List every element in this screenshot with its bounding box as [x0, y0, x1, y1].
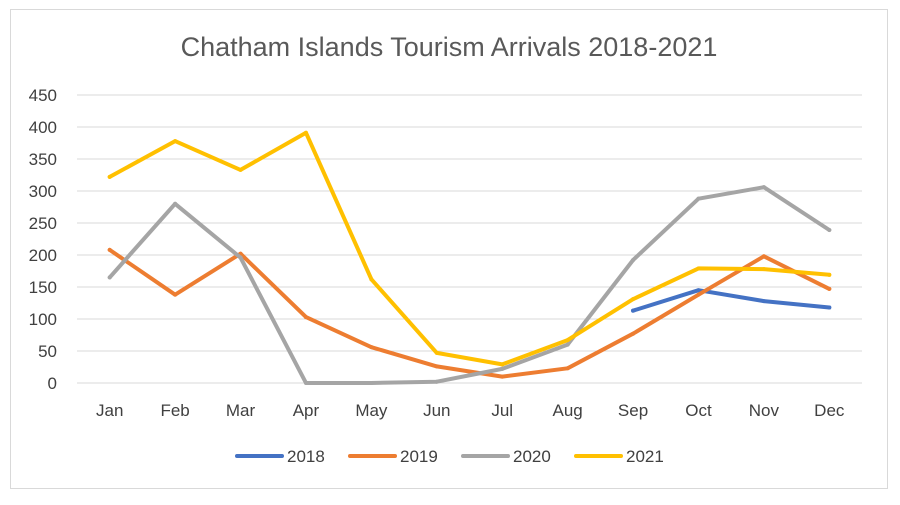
y-tick-label: 250	[29, 214, 57, 233]
data-point-2019-Apr	[303, 315, 308, 320]
legend-label: 2018	[287, 447, 325, 466]
y-tick-label: 200	[29, 246, 57, 265]
x-tick-label: Mar	[226, 401, 256, 420]
data-point-2020-Feb	[173, 201, 178, 206]
y-tick-label: 0	[48, 374, 57, 393]
x-tick-label: Jan	[96, 401, 123, 420]
data-point-2021-Jun	[434, 350, 439, 355]
series-lines	[107, 130, 832, 385]
y-tick-label: 450	[29, 86, 57, 105]
x-tick-label: Apr	[293, 401, 320, 420]
x-tick-label: Jun	[423, 401, 450, 420]
legend-label: 2021	[626, 447, 664, 466]
x-axis-ticks: Jan Feb Mar Apr May Jun Jul Aug Sep Oct Nov Dec	[96, 401, 845, 420]
data-point-2021-Aug	[565, 338, 570, 343]
data-point-2020-Jul	[500, 366, 505, 371]
y-tick-label: 50	[38, 342, 57, 361]
x-tick-label: Sep	[618, 401, 648, 420]
data-point-2020-Jan	[107, 275, 112, 280]
y-tick-label: 100	[29, 310, 57, 329]
x-tick-label: Feb	[160, 401, 189, 420]
data-point-2020-Oct	[696, 196, 701, 201]
data-point-2019-Dec	[827, 286, 832, 291]
series-line-2018	[631, 288, 832, 313]
x-tick-label: Oct	[685, 401, 712, 420]
data-point-2020-Sep	[631, 258, 636, 263]
data-point-2019-Jan	[107, 247, 112, 252]
x-tick-label: Aug	[553, 401, 583, 420]
data-point-2020-May	[369, 381, 374, 385]
data-point-2021-Oct	[696, 266, 701, 271]
y-tick-label: 400	[29, 118, 57, 137]
data-point-2019-Jul	[500, 374, 505, 379]
data-point-2019-Sep	[631, 331, 636, 336]
data-point-2018-Dec	[827, 305, 832, 310]
chart-title: Chatham Islands Tourism Arrivals 2018-20…	[181, 32, 718, 62]
data-point-2021-Feb	[173, 139, 178, 144]
data-point-2021-Mar	[238, 167, 243, 172]
data-point-2020-Aug	[565, 342, 570, 347]
data-point-2019-Nov	[761, 254, 766, 259]
y-tick-label: 350	[29, 150, 57, 169]
y-tick-label: 300	[29, 182, 57, 201]
legend: 2018 2019 2020 2021	[235, 447, 664, 466]
data-point-2020-Nov	[761, 185, 766, 190]
data-point-2020-Mar	[238, 255, 243, 260]
data-point-2019-Feb	[173, 292, 178, 297]
data-point-2020-Dec	[827, 228, 832, 233]
data-point-2018-Oct	[696, 288, 701, 293]
series-line-2020	[107, 185, 832, 385]
data-point-2019-Oct	[696, 292, 701, 297]
y-axis-ticks: 0 50 100 150 200 250 300 350 400 450	[29, 86, 57, 393]
x-tick-label: May	[355, 401, 388, 420]
x-tick-label: Dec	[814, 401, 845, 420]
data-point-2018-Sep	[631, 308, 636, 313]
data-point-2021-Jan	[107, 174, 112, 179]
data-point-2021-Jul	[500, 362, 505, 367]
data-point-2021-Nov	[761, 267, 766, 272]
data-point-2019-Aug	[565, 366, 570, 371]
data-point-2020-Jun	[434, 379, 439, 384]
chart-frame	[10, 9, 888, 489]
legend-label: 2019	[400, 447, 438, 466]
gridlines	[77, 94, 862, 384]
y-tick-label: 150	[29, 278, 57, 297]
x-tick-label: Nov	[749, 401, 780, 420]
legend-label: 2020	[513, 447, 551, 466]
data-point-2020-Apr	[303, 381, 308, 385]
x-tick-label: Jul	[491, 401, 513, 420]
data-point-2021-May	[369, 277, 374, 282]
data-point-2021-Dec	[827, 272, 832, 277]
data-point-2021-Apr	[303, 130, 308, 135]
series-line-2019	[107, 247, 832, 379]
data-point-2018-Nov	[761, 299, 766, 304]
data-point-2021-Sep	[631, 297, 636, 302]
series-line-2021	[107, 130, 832, 367]
data-point-2019-Jun	[434, 364, 439, 369]
data-point-2019-May	[369, 345, 374, 350]
